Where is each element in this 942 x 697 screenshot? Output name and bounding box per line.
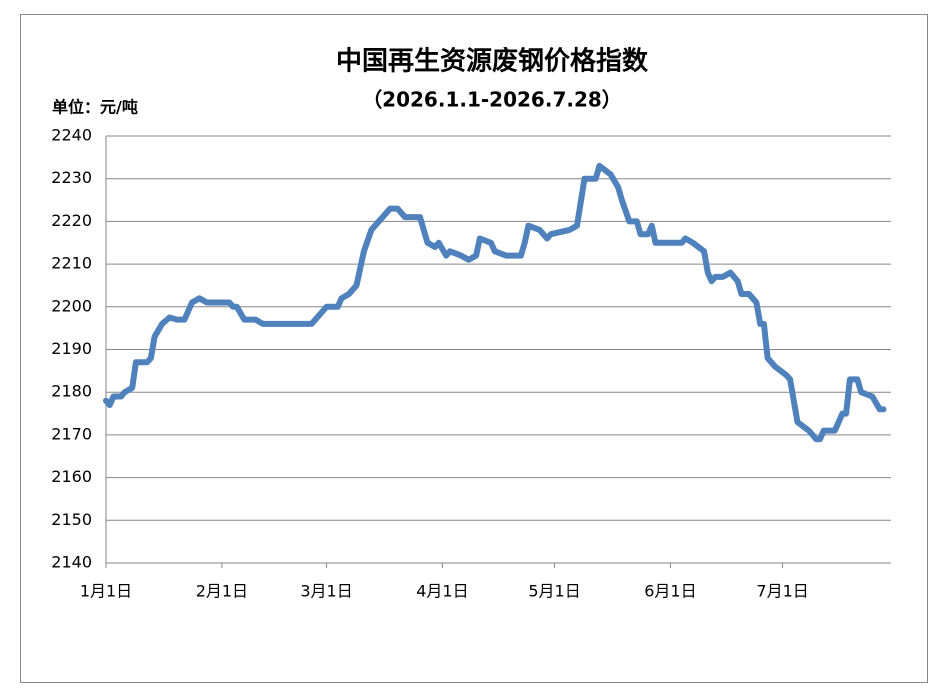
- y-tick-label: 2210: [51, 254, 92, 273]
- price-line: [103, 162, 887, 443]
- y-tick-label: 2160: [51, 467, 92, 486]
- chart-subtitle: （2026.1.1-2026.7.28）: [362, 88, 622, 112]
- chart-frame: [20, 14, 928, 683]
- x-tick-label: 3月1日: [300, 582, 352, 601]
- y-tick-label: 2230: [51, 168, 92, 187]
- x-tick-label: 1月1日: [80, 582, 132, 601]
- x-tick-label: 5月1日: [528, 582, 580, 601]
- y-tick-label: 2240: [51, 126, 92, 145]
- x-tick-label: 4月1日: [416, 582, 468, 601]
- y-tick-label: 2220: [51, 211, 92, 230]
- x-tick-label: 2月1日: [196, 582, 248, 601]
- y-tick-label: 2150: [51, 510, 92, 529]
- y-tick-label: 2170: [51, 424, 92, 443]
- x-tick-label: 7月1日: [756, 582, 808, 601]
- y-tick-label: 2190: [51, 339, 92, 358]
- y-tick-label: 2140: [51, 553, 92, 572]
- y-tick-label: 2180: [51, 382, 92, 401]
- chart-title: 中国再生资源废钢价格指数: [336, 46, 649, 77]
- x-tick-label: 6月1日: [644, 582, 696, 601]
- y-tick-label: 2200: [51, 296, 92, 315]
- unit-label: 单位：元/吨: [52, 98, 138, 117]
